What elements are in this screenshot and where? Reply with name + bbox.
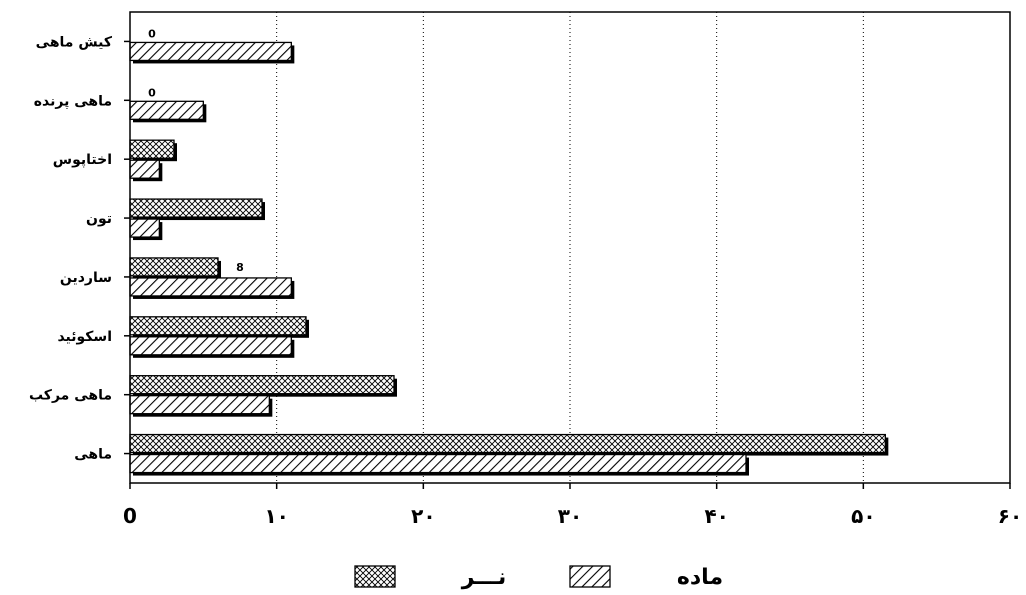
- category-label: اسکوئید: [57, 329, 112, 345]
- bars: [129, 41, 889, 476]
- bar: [129, 139, 175, 159]
- category-label: ساردین: [60, 270, 112, 286]
- legend-swatch: [354, 565, 396, 588]
- legend: ماده نـــر: [354, 565, 723, 590]
- bar: [129, 277, 292, 297]
- data-label: 8: [236, 261, 244, 274]
- category-label: ماهی پرنده: [34, 93, 112, 109]
- legend-label: ماده: [677, 565, 723, 590]
- category-label: تون: [86, 211, 112, 227]
- bar: [129, 433, 886, 454]
- bar: [129, 198, 263, 218]
- legend-swatch: [569, 565, 611, 588]
- x-tick-label: ۶۰: [998, 504, 1022, 528]
- data-label: 0: [148, 86, 156, 99]
- gridlines: [276, 12, 864, 483]
- legend-label: نـــر: [461, 565, 507, 590]
- x-tick-label: ۵۰: [851, 504, 875, 528]
- category-label: ماهی: [74, 447, 112, 463]
- labels: 0 ۱۰ ۲۰ ۳۰ ۴۰ ۵۰ ۶۰ ماهی ماهی مرکب اسکوئید ساردین ت…: [29, 27, 1022, 528]
- bar: [129, 100, 204, 120]
- bar: [129, 159, 160, 179]
- bar: [129, 336, 292, 356]
- category-label: کیش ماهی: [36, 34, 113, 50]
- bar: [129, 41, 292, 62]
- bar: [129, 375, 395, 395]
- bar: [129, 218, 160, 238]
- data-label: 0: [148, 27, 156, 40]
- x-tick-label: 0: [123, 504, 137, 528]
- bar: [129, 453, 747, 474]
- x-tick-label: ۲۰: [411, 504, 435, 528]
- x-tick-label: ۱۰: [264, 504, 288, 528]
- category-label: اختاپوس: [53, 152, 112, 168]
- bar: [129, 257, 219, 277]
- x-tick-label: ۴۰: [704, 504, 728, 528]
- x-tick-label: ۳۰: [558, 504, 582, 528]
- bar: [129, 395, 270, 415]
- axes: [124, 11, 1011, 489]
- category-label: ماهی مرکب: [29, 388, 112, 404]
- bar: [129, 316, 307, 336]
